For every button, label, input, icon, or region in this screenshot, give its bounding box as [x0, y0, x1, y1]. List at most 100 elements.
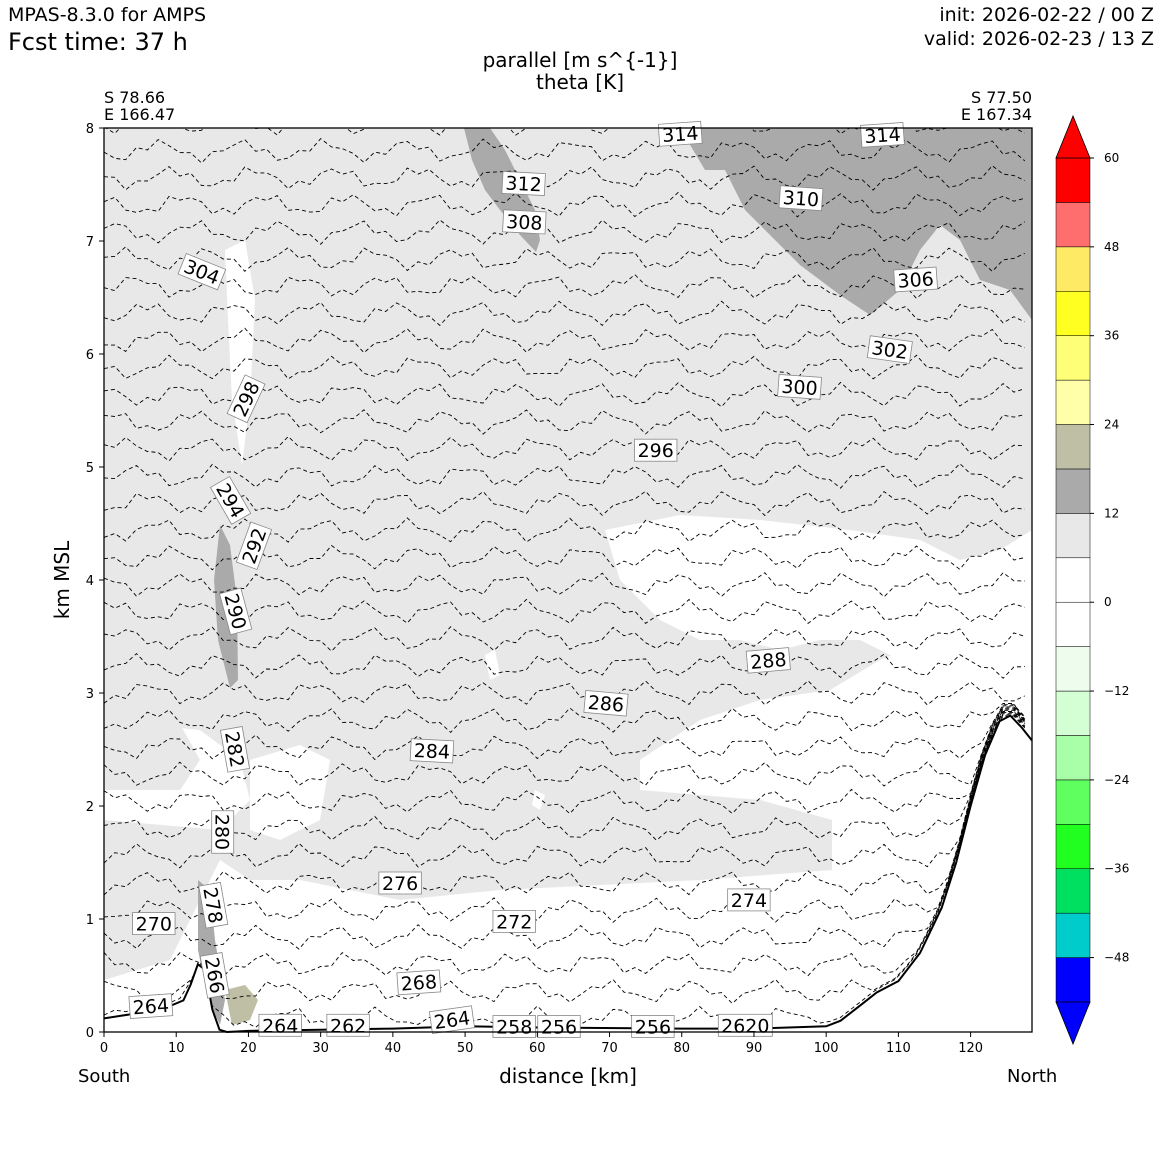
theta-contour-label: 262: [326, 1013, 370, 1037]
theta-value: 312: [505, 173, 542, 197]
theta-contour-line: [104, 714, 1026, 1005]
theta-contour-label: 258: [492, 1015, 536, 1039]
theta-contour-label: 312: [501, 170, 546, 197]
theta-contour-line: [104, 273, 1025, 300]
label-box: [235, 521, 273, 571]
theta-value: 272: [496, 911, 532, 933]
theta-contour-line: [104, 300, 1025, 327]
colorbar-segment: [1055, 157, 1091, 203]
end-lon: E 167.34: [960, 105, 1032, 124]
label-box: [326, 1013, 370, 1037]
x-tick-label: 20: [240, 1041, 257, 1056]
theta-value: 314: [661, 123, 699, 147]
south-label: South: [78, 1066, 131, 1087]
theta-contour-line: [104, 191, 1025, 218]
label-box: [492, 910, 536, 933]
chart-subtitle: theta [K]: [536, 70, 624, 94]
colorbar-segment: [1055, 424, 1091, 470]
x-tick-label: 120: [958, 1041, 983, 1056]
colorbar-segment: [1055, 690, 1091, 736]
theta-contour-line: [104, 219, 1026, 245]
colorbar-tick-label: 48: [1104, 240, 1119, 254]
theta-contour-label: 2620: [717, 1013, 773, 1037]
theta-contour-line: [104, 137, 1026, 164]
colorbar-segment: [1055, 468, 1091, 514]
colorbar-segment: [1055, 957, 1091, 1003]
colorbar-segment: [1055, 379, 1091, 425]
start-lon: E 166.47: [104, 105, 176, 124]
colorbar-tick-label: 60: [1104, 151, 1119, 165]
forecast-time: Fcst time: 37 h: [8, 28, 188, 56]
theta-value: 300: [781, 376, 819, 400]
label-box: [128, 993, 174, 1019]
theta-value: 268: [400, 971, 438, 995]
init-time: init: 2026-02-22 / 00 Z: [939, 4, 1154, 26]
theta-contour-label: 314: [860, 122, 905, 148]
terrain-fill: [104, 715, 1032, 1032]
label-box: [745, 647, 791, 674]
end-lat: S 77.50: [970, 88, 1032, 107]
theta-contour-label: 264: [128, 993, 174, 1019]
theta-contour-line: [104, 544, 1025, 571]
y-tick-label: 4: [86, 574, 94, 589]
north-label: North: [1007, 1066, 1058, 1087]
colorbar-segment: [1055, 779, 1091, 825]
colorbar-under-arrow: [1055, 1001, 1091, 1046]
theta-contour-line: [104, 490, 1025, 517]
colorbar-tick-label: 12: [1104, 506, 1119, 520]
x-tick-label: 100: [814, 1041, 839, 1056]
theta-value: 308: [506, 211, 543, 235]
theta-contour-label: 296: [634, 438, 678, 462]
theta-contour-line: [104, 713, 1026, 978]
x-tick-label: 50: [457, 1041, 474, 1056]
theta-contour-line: [104, 598, 1025, 625]
theta-contour-line: [104, 626, 1025, 652]
x-axis-label: distance [km]: [499, 1064, 637, 1088]
colorbar-tick-label: −48: [1104, 951, 1129, 965]
colorbar-segment: [1055, 246, 1091, 292]
label-box: [211, 810, 235, 854]
theta-contour-line: [104, 409, 1025, 435]
label-box: [209, 475, 252, 525]
label-box: [219, 587, 253, 636]
colorbar-segment: [1055, 513, 1091, 559]
x-tick-label: 80: [673, 1041, 690, 1056]
start-lat: S 78.66: [104, 88, 166, 107]
colorbar-tick-label: 24: [1104, 418, 1119, 432]
y-tick-label: 2: [86, 800, 94, 815]
x-tick-label: 10: [168, 1041, 185, 1056]
label-box: [226, 374, 266, 424]
colorbar-segment: [1055, 557, 1091, 603]
start-coordinates: S 78.66 E 166.47: [104, 89, 175, 123]
theta-contour-label: 272: [492, 910, 536, 933]
theta-value: 2620: [721, 1015, 769, 1037]
theta-contour-label: 268: [396, 969, 442, 996]
x-axis: 0 10 20 30 40 50 60 70 80 90 100 110 120: [100, 1032, 983, 1056]
theta-value: 264: [132, 995, 170, 1019]
colorbar-tick-label: −12: [1104, 684, 1129, 698]
terrain-line: [103, 714, 1033, 1034]
colorbar-segment: [1055, 335, 1091, 381]
x-tick-label: 40: [385, 1041, 402, 1056]
theta-contour-line: [104, 709, 1026, 896]
label-box: [866, 335, 913, 364]
theta-contour-line: [104, 462, 1025, 489]
theta-contour-label: 306: [893, 266, 939, 293]
theta-value: 270: [136, 914, 172, 936]
theta-value: 274: [731, 890, 767, 912]
colorbar-segment: [1055, 202, 1091, 248]
theta-value: 288: [749, 649, 787, 674]
colorbar-tick-label: 0: [1104, 595, 1112, 609]
label-box: [198, 881, 229, 929]
theta-value: 256: [635, 1017, 671, 1039]
colorbar-segment: [1055, 291, 1091, 336]
theta-value: 310: [782, 187, 820, 211]
colorbar: 60 48 36 24 12 0 −12 −24 −36 −48: [1055, 114, 1129, 1046]
label-box: [717, 1013, 773, 1037]
theta-contour-label: 256: [537, 1015, 581, 1039]
label-box: [501, 170, 546, 197]
colorbar-tick-label: 36: [1104, 329, 1119, 343]
label-box: [777, 374, 822, 400]
wind-shading: [104, 128, 1032, 1032]
